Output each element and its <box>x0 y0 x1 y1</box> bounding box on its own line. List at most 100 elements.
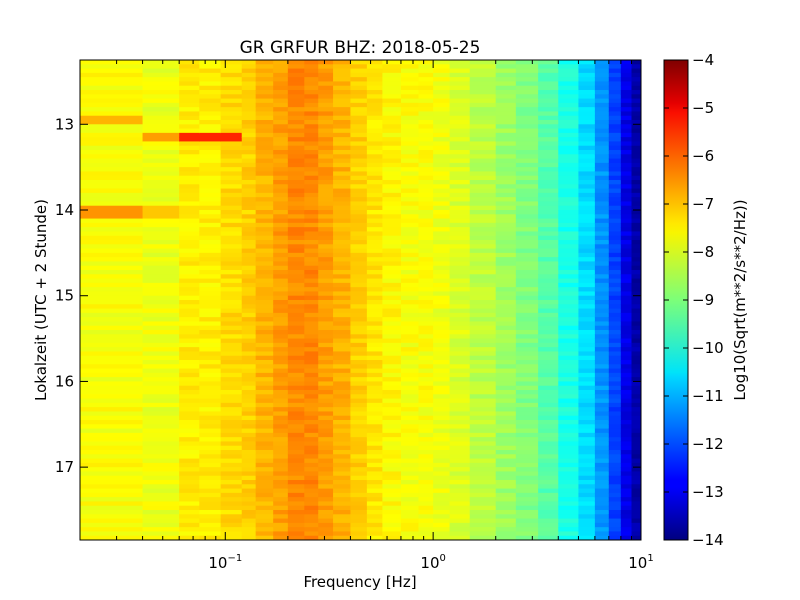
heatmap-cell <box>220 308 243 314</box>
heatmap-cell <box>199 475 222 481</box>
heatmap-cell <box>318 141 334 147</box>
heatmap-cell <box>620 407 633 413</box>
heatmap-cell <box>318 488 334 494</box>
heatmap-cell <box>608 248 622 254</box>
heatmap-cell <box>318 480 334 485</box>
heatmap-cell <box>318 180 334 185</box>
heatmap-cell <box>620 287 633 293</box>
heatmap-cell <box>241 218 257 224</box>
heatmap-cell <box>400 424 420 430</box>
heatmap-cell <box>578 445 596 451</box>
heatmap-cell <box>382 188 402 194</box>
heatmap-cell <box>631 132 641 138</box>
heatmap-cell <box>558 372 580 378</box>
heatmap-cell <box>318 278 334 284</box>
heatmap-cell <box>515 167 539 173</box>
heatmap-cell <box>538 535 559 540</box>
heatmap-cell <box>142 282 180 288</box>
heatmap-cell <box>608 205 622 211</box>
heatmap-cell <box>304 240 319 245</box>
heatmap-cell <box>558 132 580 138</box>
heatmap-cell <box>594 325 610 331</box>
heatmap-cell <box>578 287 596 293</box>
heatmap-cell <box>594 407 610 413</box>
heatmap-cell <box>620 372 633 378</box>
heatmap-cell <box>449 287 471 293</box>
heatmap-cell <box>469 128 497 134</box>
heatmap-cell <box>179 214 200 220</box>
heatmap-cell <box>241 377 257 383</box>
heatmap-cell <box>495 60 517 65</box>
heatmap-cell <box>350 77 368 83</box>
heatmap-cell <box>558 454 580 460</box>
heatmap-cell <box>350 81 368 87</box>
heatmap-cell <box>382 115 402 121</box>
heatmap-cell <box>304 188 319 194</box>
heatmap-cell <box>318 360 334 365</box>
heatmap-cell <box>400 394 420 400</box>
heatmap-cell <box>318 150 334 155</box>
heatmap-cell <box>318 454 334 460</box>
heatmap-cell <box>631 304 641 310</box>
heatmap-cell <box>350 111 368 117</box>
heatmap-cell <box>220 342 243 348</box>
heatmap-cell <box>382 522 402 528</box>
heatmap-cell <box>333 441 352 447</box>
heatmap-cell <box>287 231 305 237</box>
heatmap-cell <box>199 501 222 507</box>
heatmap-cell <box>495 210 517 215</box>
heatmap-cell <box>80 385 144 391</box>
heatmap-cell <box>241 351 257 357</box>
heatmap-cell <box>538 291 559 297</box>
heatmap-cell <box>449 402 471 408</box>
heatmap-cell <box>318 235 334 241</box>
heatmap-cell <box>594 137 610 143</box>
heatmap-cell <box>620 175 633 181</box>
heatmap-cell <box>449 214 471 220</box>
heatmap-cell <box>594 141 610 147</box>
heatmap-cell <box>350 248 368 254</box>
heatmap-cell <box>142 197 180 203</box>
heatmap-cell <box>433 201 451 207</box>
heatmap-cell <box>142 372 180 378</box>
heatmap-cell <box>400 360 420 365</box>
heatmap-cell <box>366 291 383 297</box>
heatmap-cell <box>578 385 596 391</box>
heatmap-cell <box>578 398 596 404</box>
heatmap-cell <box>515 210 539 215</box>
heatmap-cell <box>594 522 610 528</box>
heatmap-cell <box>449 98 471 104</box>
heatmap-cell <box>199 304 222 310</box>
heatmap-cell <box>241 102 257 108</box>
heatmap-cell <box>318 437 334 443</box>
heatmap-cell <box>273 407 289 413</box>
heatmap-cell <box>241 501 257 507</box>
heatmap-cell <box>495 244 517 250</box>
heatmap-cell <box>418 467 434 473</box>
heatmap-cell <box>515 385 539 391</box>
heatmap-cell <box>538 274 559 280</box>
heatmap-cell <box>469 338 497 344</box>
heatmap-cell <box>273 368 289 374</box>
heatmap-cell <box>382 137 402 143</box>
y-tick-label: 14 <box>55 201 74 219</box>
heatmap-cell <box>418 150 434 155</box>
heatmap-cell <box>594 81 610 87</box>
heatmap-cell <box>273 300 289 305</box>
heatmap-cell <box>366 64 383 70</box>
heatmap-cell <box>304 235 319 241</box>
heatmap-cell <box>449 248 471 254</box>
heatmap-cell <box>220 505 243 511</box>
heatmap-cell <box>495 201 517 207</box>
heatmap-cell <box>608 77 622 83</box>
heatmap-cell <box>179 424 200 430</box>
heatmap-cell <box>179 171 200 177</box>
heatmap-cell <box>418 475 434 481</box>
heatmap-cell <box>433 407 451 413</box>
heatmap-cell <box>449 338 471 344</box>
heatmap-cell <box>220 98 243 104</box>
heatmap-cell <box>255 381 274 387</box>
heatmap-cell <box>366 137 383 143</box>
heatmap-cell <box>400 355 420 361</box>
heatmap-cell <box>631 300 641 305</box>
